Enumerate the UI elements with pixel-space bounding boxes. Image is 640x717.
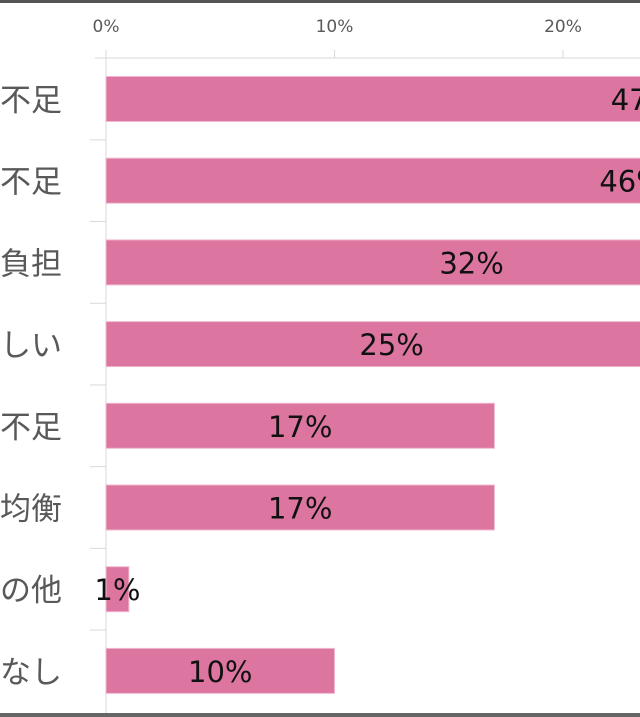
bar [105,402,495,449]
bar [105,157,640,204]
bar [105,239,640,286]
data-label: 32% [439,246,503,280]
bottom-border [0,713,640,717]
data-label: 47% [611,83,640,117]
top-border [0,0,640,3]
x-tick-label: 10% [316,17,354,37]
bar [105,321,640,368]
bar [105,647,335,694]
bar [105,76,640,122]
category-label: 不足 [0,165,62,201]
data-label: 1% [94,573,140,607]
x-tick-label: 0% [93,17,120,37]
data-label: 10% [188,655,252,689]
category-label: 負担 [0,246,62,282]
category-label: しい [0,328,62,364]
x-tick-label: 20% [544,17,582,37]
bar [105,566,130,613]
data-label: 25% [359,328,423,362]
data-label: 46% [599,165,640,199]
data-label: 17% [268,410,332,444]
data-label: 17% [268,492,332,526]
category-label: の他 [0,573,62,609]
category-label: 不足 [0,410,62,446]
category-label: 不足 [0,83,62,119]
bar [105,484,495,531]
category-label: なし [0,655,62,691]
category-label: 均衡 [0,492,62,528]
